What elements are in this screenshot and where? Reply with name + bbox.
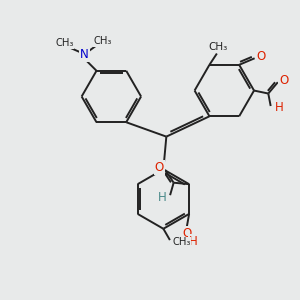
Text: O: O <box>183 227 192 240</box>
Text: CH₃: CH₃ <box>172 237 190 248</box>
Text: N: N <box>80 48 89 61</box>
Text: O: O <box>256 50 266 63</box>
Text: H: H <box>274 101 284 114</box>
Text: CH₃: CH₃ <box>94 36 112 46</box>
Text: O: O <box>155 161 164 174</box>
Text: O: O <box>279 74 288 87</box>
Text: H: H <box>189 235 198 248</box>
Text: H: H <box>158 191 166 204</box>
Text: CH₃: CH₃ <box>209 42 228 52</box>
Text: CH₃: CH₃ <box>55 38 74 48</box>
